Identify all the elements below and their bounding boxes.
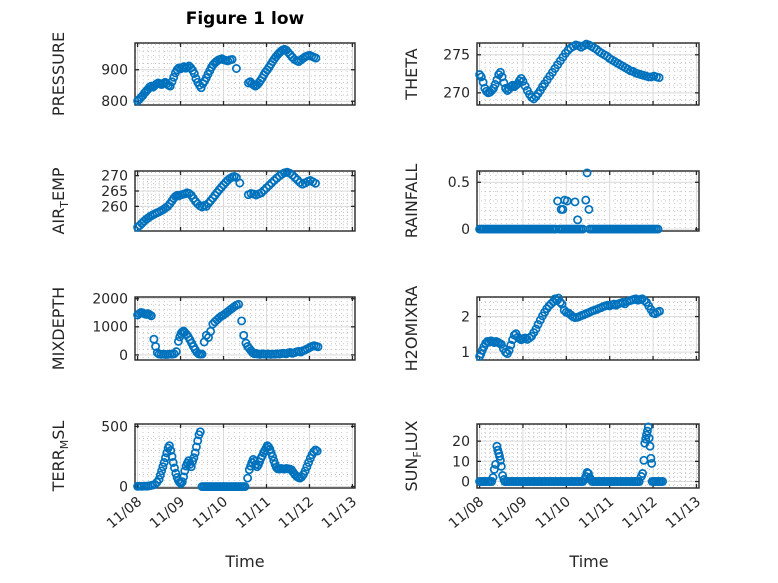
y-tick-label: 10 bbox=[452, 454, 470, 470]
y-tick-label: 0 bbox=[119, 479, 128, 495]
subplot-pressure: 800 900 PRESSURE bbox=[49, 32, 356, 116]
x-tick-label: 11/11 bbox=[233, 494, 274, 532]
minor-grid bbox=[135, 43, 355, 105]
y-axis-label-terr_msl: TERRMSL bbox=[49, 421, 71, 493]
x-tick-label: 11/12 bbox=[276, 494, 317, 532]
subplot-terr_msl: 0 500 TERRMSL 11/08 11/09 11/10 11/11 11/12 11/1… bbox=[49, 419, 360, 532]
y-tick-label: 0 bbox=[461, 474, 470, 490]
y-tick-label: 275 bbox=[443, 48, 470, 64]
x-tick-label: 11/09 bbox=[489, 494, 530, 532]
scatter-points bbox=[133, 44, 321, 106]
axes-border bbox=[476, 423, 700, 489]
scatter-points bbox=[475, 168, 663, 234]
axes-border bbox=[134, 296, 356, 361]
x-tick-label: 11/08 bbox=[104, 494, 145, 532]
y-axis-label-h2omixra: H2OMIXRA bbox=[402, 286, 421, 372]
axes-border bbox=[476, 42, 700, 106]
y-axis-label-air_temp: AIRTEMP bbox=[49, 167, 71, 234]
y-axis-label-theta: THETA bbox=[402, 48, 421, 100]
y-tick-label: 260 bbox=[101, 199, 128, 215]
tick-marks bbox=[135, 171, 355, 231]
figure-title: Figure 1 low bbox=[185, 9, 305, 29]
x-tick-label: 11/10 bbox=[190, 494, 231, 532]
scatter-points bbox=[475, 39, 664, 104]
x-tick-label: 11/13 bbox=[319, 494, 360, 532]
y-tick-label: 1 bbox=[461, 345, 470, 361]
x-tick-label: 11/11 bbox=[576, 494, 617, 532]
scatter-points bbox=[475, 293, 664, 361]
x-axis-label-right: Time bbox=[569, 552, 609, 571]
major-grid bbox=[135, 43, 355, 105]
y-tick-label: 270 bbox=[443, 86, 470, 102]
scatter-points bbox=[133, 167, 320, 232]
y-tick-label: 1000 bbox=[92, 320, 128, 336]
y-tick-label: 500 bbox=[101, 419, 128, 435]
axes-border bbox=[134, 42, 356, 106]
subplot-theta: 270 275 THETA bbox=[402, 39, 700, 106]
minor-grid bbox=[477, 171, 699, 231]
x-tick-label: 11/13 bbox=[663, 494, 704, 532]
axes-border bbox=[134, 170, 356, 232]
y-tick-label: 800 bbox=[101, 94, 128, 110]
subplot-sun_flux: 0 10 20 SUNFLUX 11/08 11/09 11/10 11/11 11/12 11/… bbox=[402, 420, 704, 532]
y-tick-label: 270 bbox=[101, 169, 128, 185]
x-tick-label: 11/08 bbox=[446, 494, 487, 532]
axes-border bbox=[476, 296, 700, 361]
y-axis-label-pressure: PRESSURE bbox=[49, 32, 68, 116]
tick-marks bbox=[135, 297, 355, 360]
tick-marks bbox=[477, 297, 699, 360]
y-tick-label: 0 bbox=[461, 222, 470, 238]
subplot-rainfall: 0 0.5 RAINFALL bbox=[402, 164, 700, 239]
y-tick-label: 0 bbox=[119, 348, 128, 364]
y-axis-label-rainfall: RAINFALL bbox=[402, 164, 421, 239]
x-axis-label-left: Time bbox=[225, 552, 265, 571]
scatter-points bbox=[475, 422, 668, 486]
subplot-h2omixra: 1 2 H2OMIXRA bbox=[402, 286, 700, 372]
x-tick-label: 11/09 bbox=[147, 494, 188, 532]
y-tick-label: 0.5 bbox=[448, 175, 470, 191]
y-tick-label: 2000 bbox=[92, 292, 128, 308]
y-tick-label: 20 bbox=[452, 434, 470, 450]
y-axis-label-mixdepth: MIXDEPTH bbox=[49, 287, 68, 370]
subplot-mixdepth: 0 1000 2000 MIXDEPTH bbox=[49, 287, 356, 370]
scatter-points bbox=[133, 427, 322, 492]
x-tick-label: 11/10 bbox=[533, 494, 574, 532]
y-tick-label: 900 bbox=[101, 63, 128, 79]
scatter-points bbox=[133, 299, 323, 359]
minor-grid bbox=[477, 43, 699, 105]
y-axis-label-sun_flux: SUNFLUX bbox=[402, 420, 424, 491]
x-tick-label: 11/12 bbox=[619, 494, 660, 532]
y-tick-label: 2 bbox=[461, 309, 470, 325]
y-tick-label: 265 bbox=[101, 184, 128, 200]
